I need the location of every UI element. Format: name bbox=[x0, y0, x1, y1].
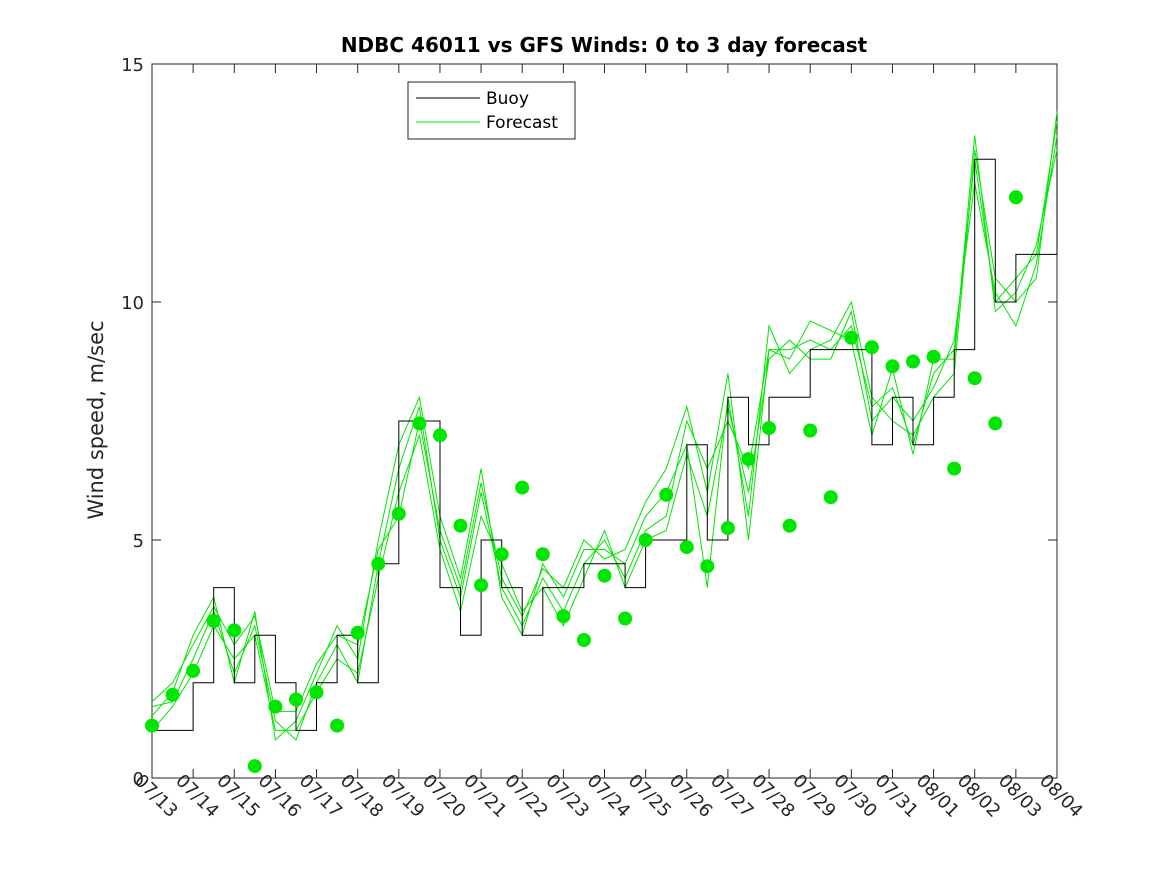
analysis-point bbox=[165, 687, 180, 702]
y-tick-label: 15 bbox=[121, 55, 144, 76]
analysis-point bbox=[309, 685, 324, 700]
buoy-line bbox=[152, 158, 1058, 731]
analysis-point bbox=[967, 371, 982, 386]
analysis-point bbox=[350, 625, 365, 640]
analysis-point bbox=[803, 423, 818, 438]
series-layer bbox=[145, 111, 1058, 774]
analysis-point bbox=[186, 663, 201, 678]
analysis-point bbox=[330, 718, 345, 733]
analysis-point bbox=[494, 547, 509, 562]
analysis-point bbox=[535, 547, 550, 562]
analysis-point bbox=[412, 416, 427, 431]
analysis-point bbox=[741, 452, 756, 467]
analysis-point bbox=[391, 506, 406, 521]
analysis-point bbox=[145, 718, 159, 733]
analysis-point bbox=[474, 578, 489, 593]
analysis-point bbox=[1008, 190, 1023, 205]
chart-title: NDBC 46011 vs GFS Winds: 0 to 3 day fore… bbox=[341, 33, 868, 57]
y-tick-label: 0 bbox=[133, 769, 144, 790]
analysis-point bbox=[782, 518, 797, 533]
legend-label-forecast: Forecast bbox=[486, 113, 558, 133]
analysis-point bbox=[988, 416, 1003, 431]
analysis-point bbox=[206, 613, 221, 628]
y-tick-label: 10 bbox=[121, 293, 144, 314]
analysis-point bbox=[515, 480, 530, 495]
analysis-point bbox=[618, 611, 633, 626]
analysis-point bbox=[864, 340, 879, 355]
analysis-point bbox=[659, 487, 674, 502]
y-tick-label: 5 bbox=[133, 531, 144, 552]
analysis-point bbox=[371, 556, 386, 571]
analysis-point bbox=[947, 461, 962, 476]
analysis-point bbox=[247, 759, 262, 774]
analysis-point bbox=[823, 490, 838, 505]
analysis-point bbox=[597, 568, 612, 583]
analysis-point bbox=[576, 633, 591, 647]
analysis-point bbox=[762, 421, 776, 436]
analysis-point bbox=[926, 349, 941, 364]
forecast-line-3 bbox=[151, 135, 1058, 731]
analysis-point bbox=[885, 359, 900, 374]
analysis-point bbox=[906, 354, 920, 369]
forecast-line-2 bbox=[151, 111, 1058, 741]
analysis-point bbox=[268, 699, 283, 714]
analysis-point bbox=[556, 609, 571, 624]
analysis-point bbox=[700, 559, 715, 574]
plot-area bbox=[151, 63, 1058, 779]
x-tick-label: 08/04 bbox=[1035, 770, 1087, 822]
analysis-point bbox=[679, 540, 694, 555]
analysis-point bbox=[638, 533, 653, 547]
analysis-point bbox=[453, 518, 468, 533]
legend: Buoy Forecast bbox=[407, 81, 576, 140]
analysis-point bbox=[720, 521, 735, 536]
legend-label-buoy: Buoy bbox=[486, 89, 529, 109]
y-axis-label: Wind speed, m/sec bbox=[84, 320, 108, 519]
analysis-point bbox=[433, 428, 447, 443]
analysis-point bbox=[227, 623, 242, 638]
legend-box bbox=[407, 81, 576, 140]
analysis-point bbox=[844, 330, 859, 345]
analysis-point bbox=[289, 692, 303, 707]
forecast-line-4 bbox=[151, 135, 1058, 712]
